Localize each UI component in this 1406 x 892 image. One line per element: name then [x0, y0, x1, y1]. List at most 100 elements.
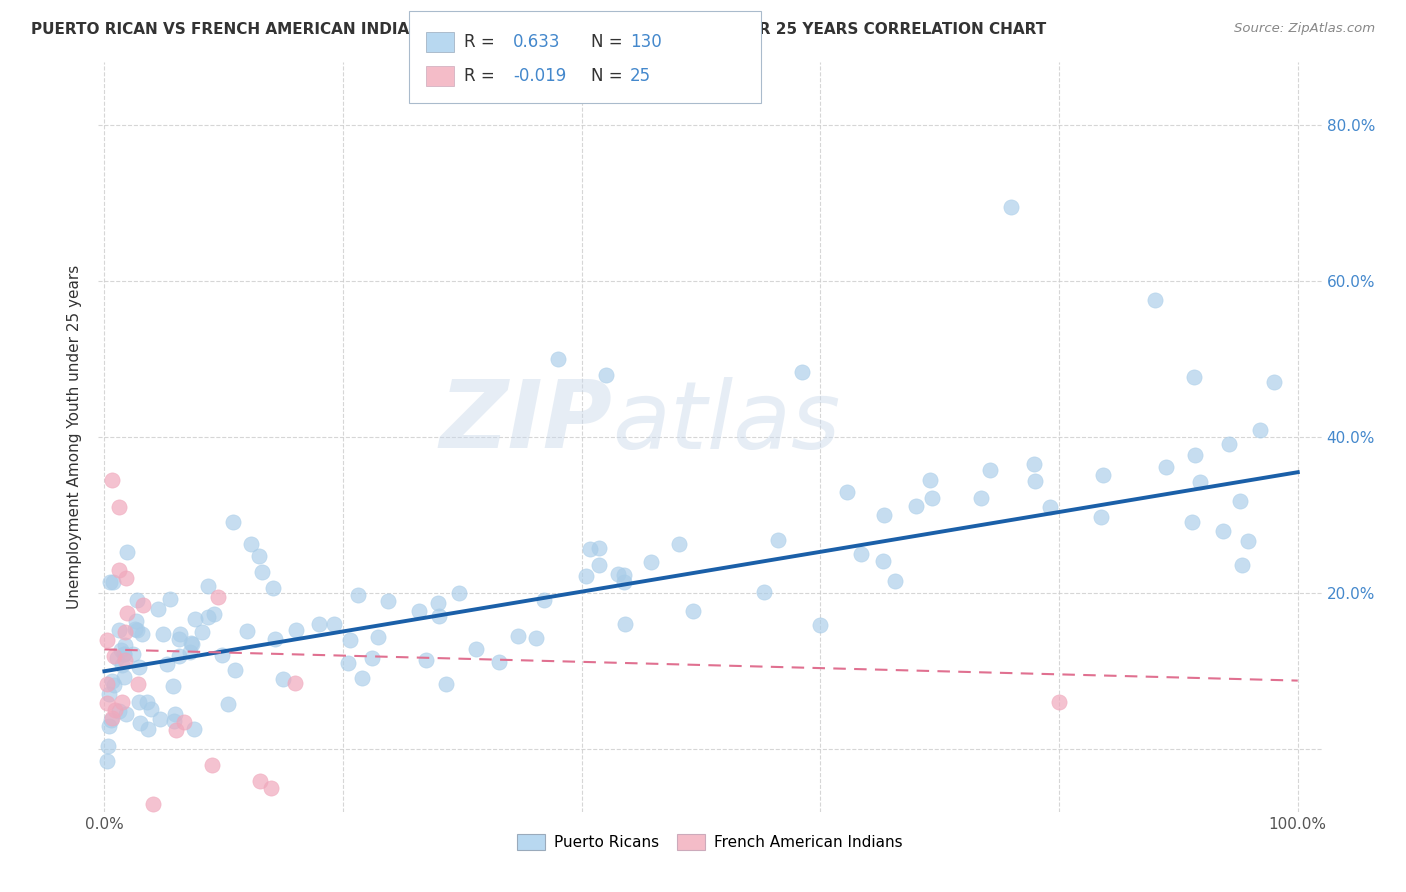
Point: [426, 596, 449, 610]
Point: [107, 500, 129, 515]
Point: [127, 593, 149, 607]
Point: [613, 617, 636, 632]
Point: [613, 575, 636, 590]
Point: [1249, 423, 1271, 437]
Point: [127, 677, 149, 691]
Point: [98, 574, 121, 589]
Point: [588, 541, 610, 556]
Text: atlas: atlas: [612, 376, 841, 467]
Point: [103, 703, 125, 717]
Point: [1090, 509, 1112, 524]
Point: [142, 797, 165, 811]
Point: [1212, 524, 1234, 539]
Point: [264, 632, 287, 647]
Y-axis label: Unemployment Among Youth under 25 years: Unemployment Among Youth under 25 years: [67, 265, 83, 609]
Point: [336, 657, 359, 671]
Point: [1181, 516, 1204, 530]
Point: [197, 578, 219, 592]
Point: [808, 618, 831, 632]
Point: [112, 647, 135, 661]
Point: [347, 588, 370, 602]
Point: [165, 723, 187, 737]
Point: [872, 508, 894, 522]
Point: [173, 714, 195, 729]
Point: [588, 558, 610, 572]
Point: [260, 781, 283, 796]
Point: [96, 677, 118, 691]
Point: [163, 714, 186, 728]
Point: [415, 652, 437, 666]
Point: [103, 575, 125, 590]
Point: [970, 491, 993, 505]
Point: [607, 566, 630, 581]
Point: [1230, 558, 1253, 573]
Text: N =: N =: [591, 33, 627, 51]
Point: [97, 719, 120, 733]
Point: [308, 616, 330, 631]
Point: [184, 612, 207, 626]
Point: [204, 607, 226, 622]
Point: [101, 674, 124, 689]
Point: [408, 603, 430, 617]
Point: [125, 614, 148, 628]
Point: [447, 586, 470, 600]
Point: [465, 642, 488, 657]
Point: [284, 675, 307, 690]
Point: [575, 569, 598, 583]
Point: [1047, 696, 1070, 710]
Point: [1263, 376, 1285, 390]
Point: [250, 565, 273, 579]
Point: [217, 697, 239, 711]
Point: [169, 627, 191, 641]
Point: [1000, 200, 1022, 214]
Point: [766, 533, 789, 547]
Point: [1184, 448, 1206, 462]
Point: [377, 594, 399, 608]
Point: [921, 491, 943, 506]
Point: [547, 351, 569, 366]
Point: [201, 758, 224, 772]
Point: [114, 625, 136, 640]
Point: [103, 678, 125, 692]
Text: Source: ZipAtlas.com: Source: ZipAtlas.com: [1234, 22, 1375, 36]
Point: [754, 585, 776, 599]
Point: [110, 642, 132, 657]
Point: [488, 656, 510, 670]
Point: [668, 537, 690, 551]
Point: [1143, 293, 1166, 308]
Point: [578, 541, 600, 556]
Point: [100, 711, 122, 725]
Point: [96, 633, 118, 648]
Point: [1218, 437, 1240, 451]
Point: [100, 713, 122, 727]
Text: PUERTO RICAN VS FRENCH AMERICAN INDIAN UNEMPLOYMENT AMONG YOUTH UNDER 25 YEARS C: PUERTO RICAN VS FRENCH AMERICAN INDIAN U…: [31, 22, 1046, 37]
Text: 0.633: 0.633: [513, 33, 561, 51]
Point: [117, 606, 139, 620]
Point: [613, 567, 636, 582]
Point: [249, 773, 271, 788]
Point: [849, 547, 872, 561]
Point: [124, 622, 146, 636]
Point: [128, 660, 150, 674]
Point: [136, 723, 159, 737]
Text: R =: R =: [464, 33, 505, 51]
Point: [262, 582, 284, 596]
Point: [165, 706, 187, 721]
Point: [191, 625, 214, 640]
Point: [640, 555, 662, 569]
Point: [872, 554, 894, 568]
Point: [434, 677, 457, 691]
Point: [149, 713, 172, 727]
Point: [595, 368, 617, 382]
Text: R =: R =: [464, 67, 501, 85]
Point: [1091, 468, 1114, 483]
Point: [114, 639, 136, 653]
Point: [350, 671, 373, 685]
Point: [222, 515, 245, 529]
Point: [112, 647, 135, 661]
Point: [156, 657, 179, 672]
Text: ZIP: ZIP: [439, 376, 612, 468]
Point: [141, 702, 163, 716]
Point: [322, 616, 344, 631]
Point: [115, 545, 138, 559]
